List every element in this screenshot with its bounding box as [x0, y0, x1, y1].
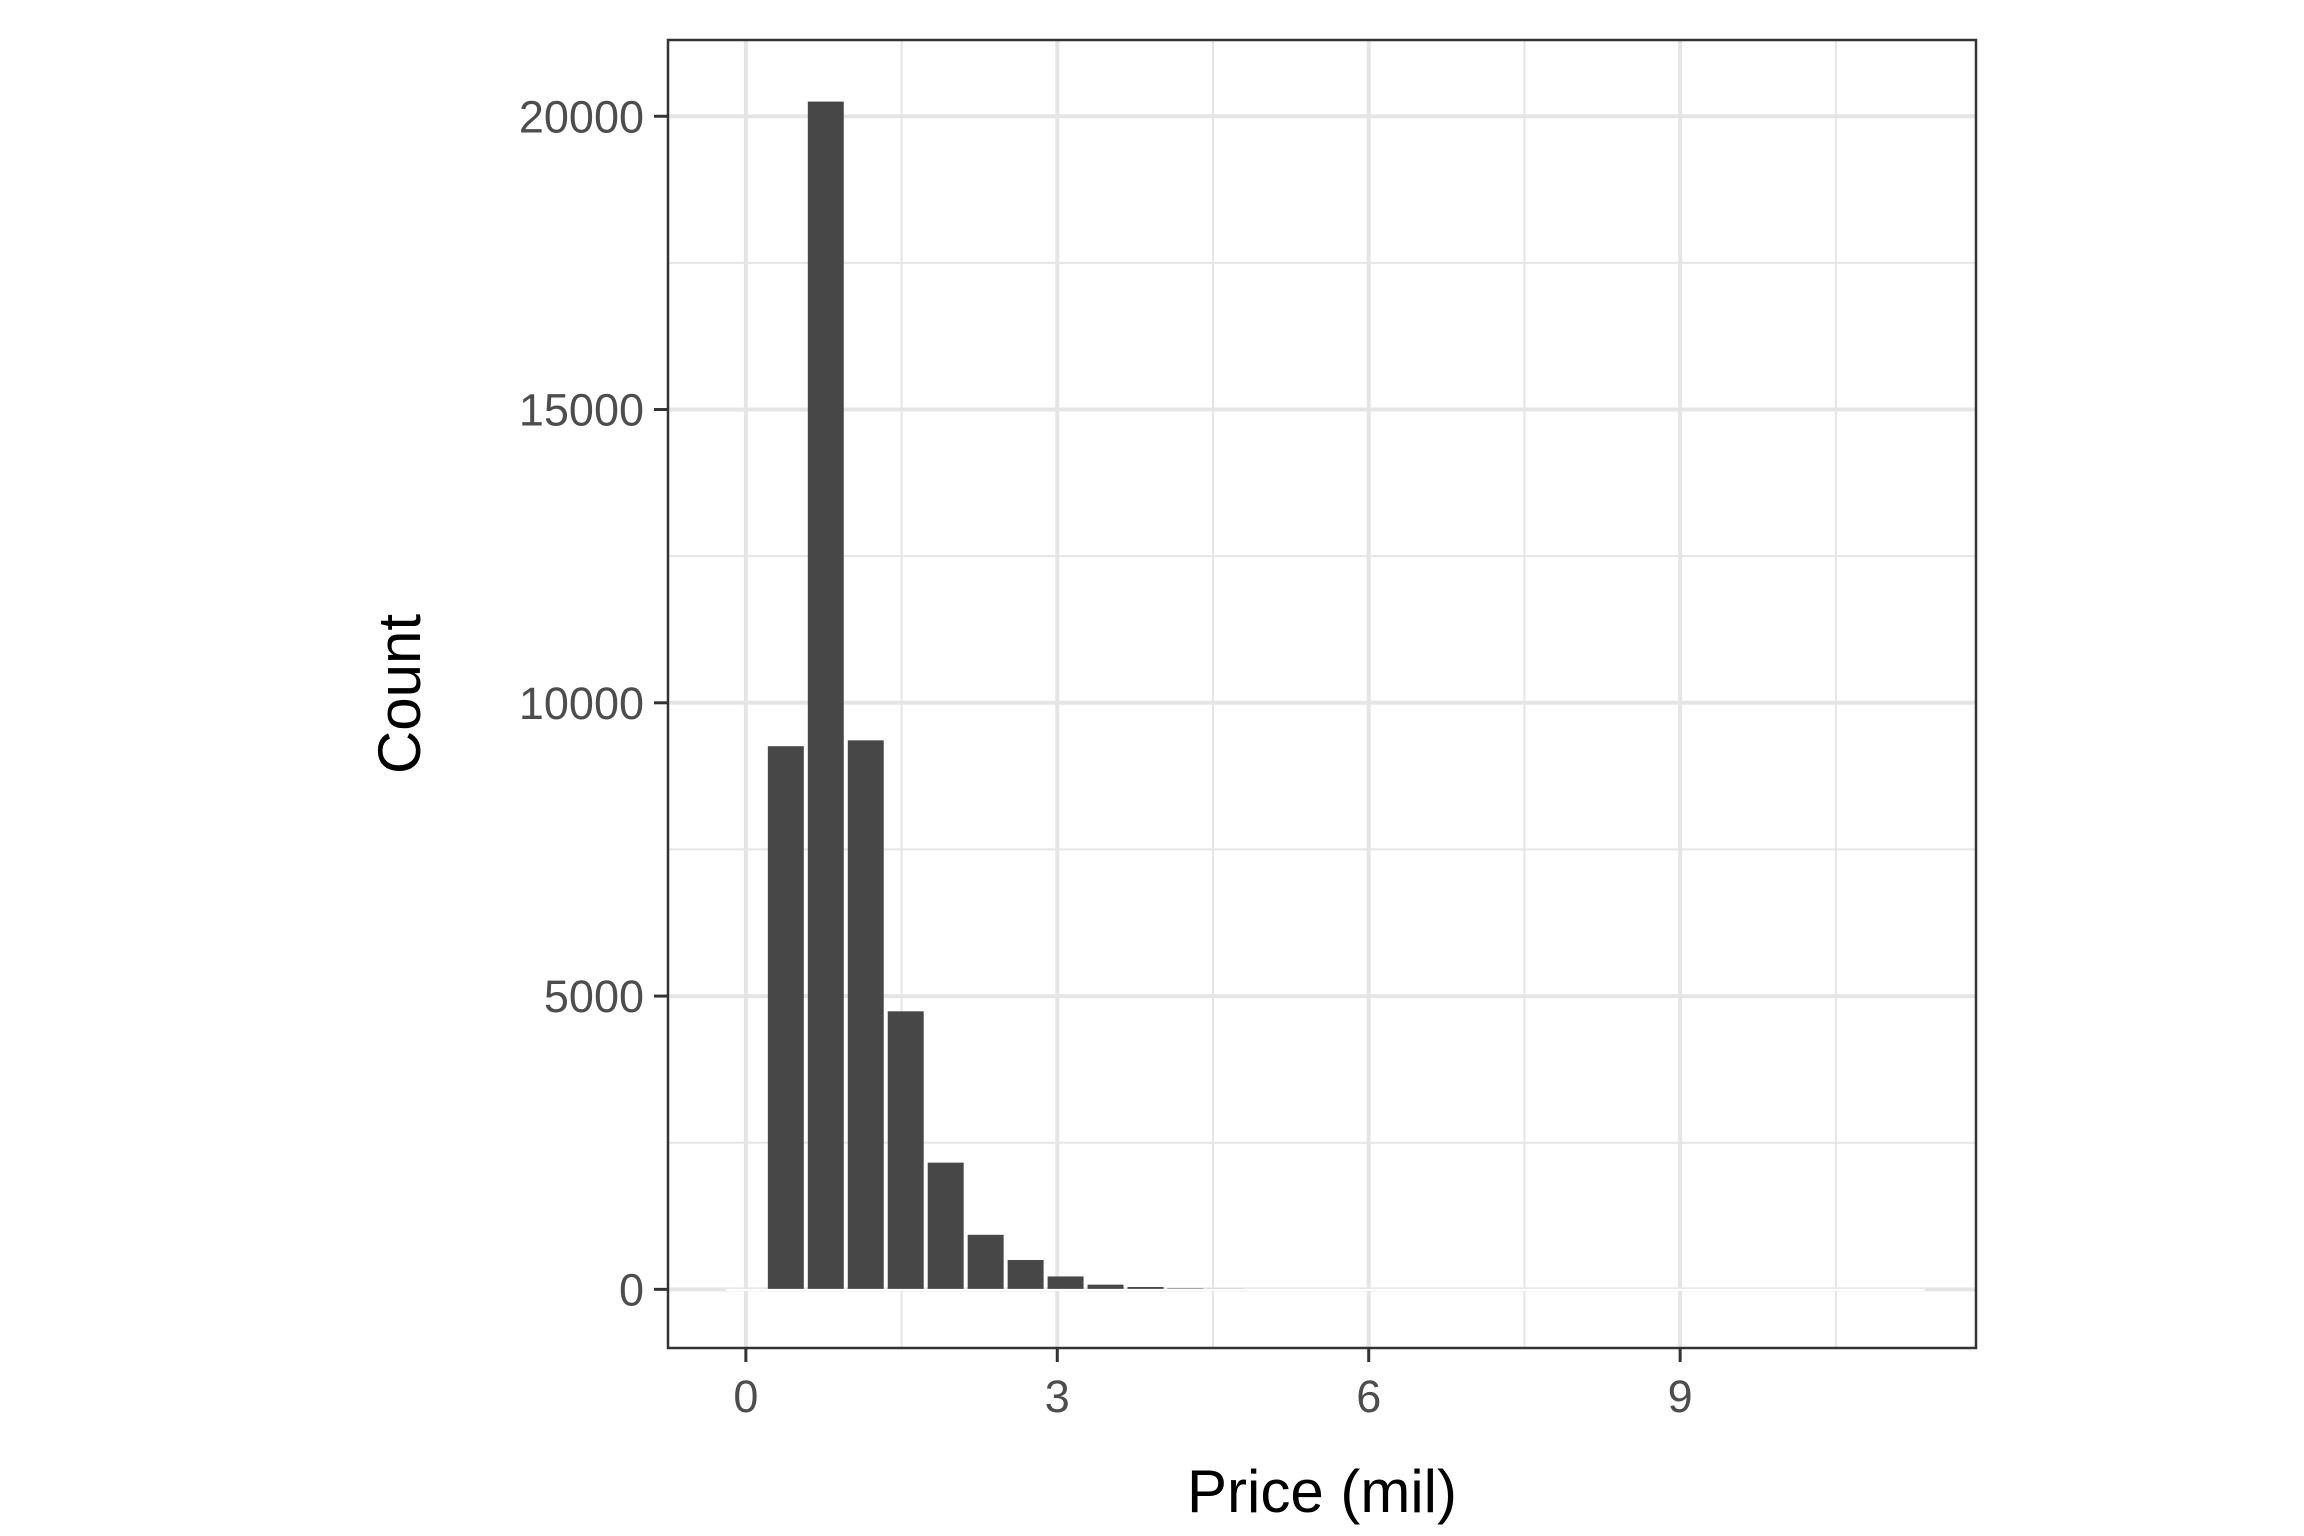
y-tick-label-3: 15000 — [519, 385, 644, 436]
histogram-bar — [1127, 1286, 1164, 1290]
x-tick-label-1: 3 — [1045, 1371, 1070, 1422]
histogram-bar — [847, 740, 884, 1290]
histogram-bar — [967, 1234, 1004, 1290]
y-tick-label-0: 0 — [619, 1264, 644, 1315]
plot-panel-border — [666, 38, 1978, 1350]
major-gridlines — [668, 40, 1976, 1348]
y-tick-label-4: 20000 — [519, 91, 644, 142]
histogram-bar — [1047, 1276, 1084, 1290]
x-tick-label-2: 6 — [1356, 1371, 1381, 1422]
plot-panel-background — [668, 40, 1976, 1348]
y-tick-label-2: 10000 — [519, 678, 644, 729]
x-tick-label-0: 0 — [733, 1371, 758, 1422]
x-axis-ticks — [744, 1348, 1682, 1362]
histogram-bar — [1007, 1260, 1044, 1290]
y-tick-label-1: 5000 — [544, 971, 644, 1022]
y-axis-title: Count — [366, 614, 433, 774]
histogram-bar — [927, 1162, 964, 1290]
minor-gridlines — [668, 40, 1976, 1348]
histogram-bar — [887, 1011, 924, 1290]
histogram-bar — [1087, 1284, 1124, 1290]
x-axis-title: Price (mil) — [1187, 1458, 1457, 1525]
histogram-bar — [807, 101, 844, 1290]
histogram-bar — [767, 746, 804, 1290]
y-axis-ticks — [654, 114, 668, 1291]
x-tick-label-3: 9 — [1668, 1371, 1693, 1422]
histogram-bars — [725, 101, 1925, 1291]
